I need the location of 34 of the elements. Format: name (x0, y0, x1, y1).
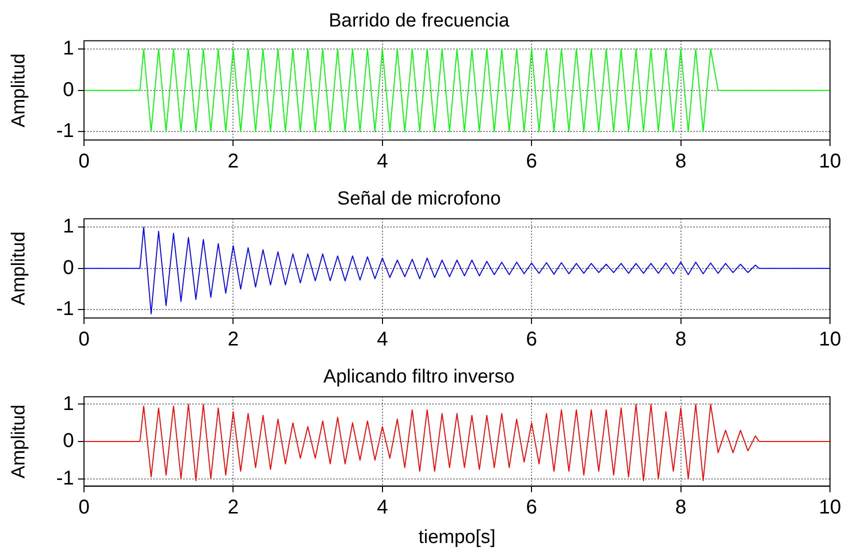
y-tick-label: 1 (62, 216, 74, 238)
x-tick-label: 6 (526, 496, 538, 519)
x-tick-label: 10 (818, 496, 842, 519)
y-tick-label: -1 (56, 120, 74, 142)
y-tick-label: 1 (62, 38, 74, 60)
x-axis-title: tiempo[s] (418, 526, 496, 548)
x-tick-label: 2 (228, 496, 239, 519)
y-axis-title: Amplitud (8, 53, 30, 128)
x-tick-label: 8 (675, 496, 686, 519)
y-axis-title: Amplitud (8, 404, 30, 478)
x-tick-label: 8 (675, 150, 686, 173)
x-tick-label: 2 (228, 328, 239, 351)
chart-title: Señal de microfono (337, 188, 501, 210)
x-tick-label: 10 (818, 328, 842, 351)
x-tick-label: 4 (376, 150, 388, 173)
x-tick-label: 0 (78, 496, 90, 519)
y-tick-label: 1 (62, 392, 74, 415)
y-tick-label: 0 (62, 78, 74, 101)
y-axis-title: Amplitud (8, 231, 30, 306)
x-tick-label: 8 (675, 328, 686, 351)
x-tick-label: 0 (78, 328, 90, 351)
chart-title: Barrido de frecuencia (328, 10, 510, 32)
x-tick-label: 6 (526, 328, 538, 351)
y-tick-label: -1 (56, 298, 74, 320)
x-tick-label: 10 (818, 150, 842, 173)
x-tick-label: 0 (78, 150, 90, 173)
chart-title: Aplicando filtro inverso (323, 366, 515, 388)
x-tick-label: 2 (228, 150, 239, 173)
x-tick-label: 4 (376, 496, 388, 519)
x-tick-label: 6 (526, 150, 538, 173)
y-tick-label: -1 (56, 467, 74, 490)
y-tick-label: 0 (62, 256, 74, 279)
y-tick-label: 0 (62, 430, 74, 452)
x-tick-label: 4 (376, 328, 388, 351)
